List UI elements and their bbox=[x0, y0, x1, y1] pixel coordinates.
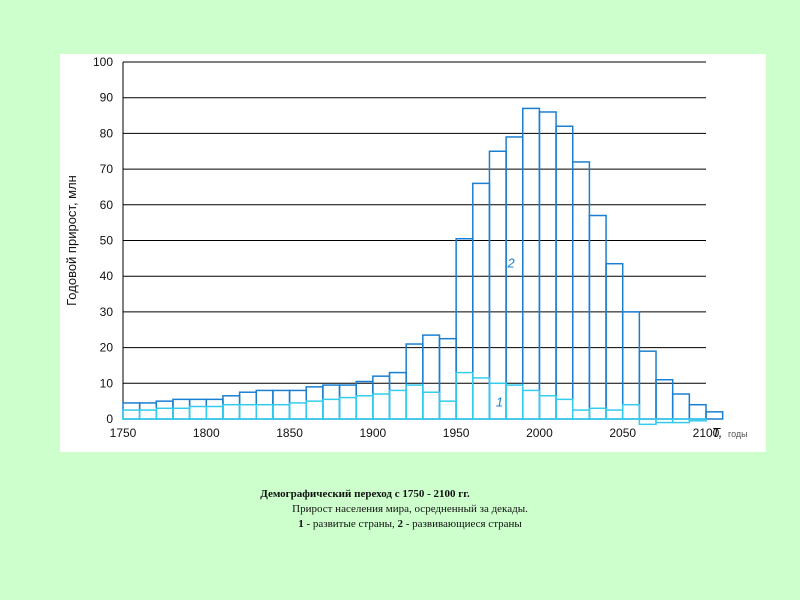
bar-series-1-1940 bbox=[438, 400, 457, 420]
bar-series-1-2070 bbox=[655, 418, 674, 424]
bar-series-2-2070 bbox=[655, 378, 674, 420]
chart-svg: 0 10 20 30 40 50 60 70 80 90 100 1750 1800 1850 1900 19… bbox=[64, 55, 748, 440]
bar-series-1-1890 bbox=[355, 395, 374, 420]
x-tick-label-1850: 1850 bbox=[276, 426, 303, 440]
bar-series-2-1790 bbox=[188, 398, 208, 420]
caption-label2-num: 2 bbox=[397, 518, 403, 530]
bar-series-1-1760 bbox=[138, 409, 158, 420]
bar-series-1-1750 bbox=[122, 409, 141, 420]
bar-series-2-2080 bbox=[671, 393, 691, 420]
bar-series-2-1900 bbox=[372, 375, 391, 420]
bar-series-1-1880 bbox=[338, 396, 357, 420]
bar-series-2-1980 bbox=[505, 136, 524, 420]
bar-series-1-2090 bbox=[688, 418, 707, 422]
x-tick-label-1800: 1800 bbox=[193, 426, 220, 440]
x-tick-label-2050: 2050 bbox=[609, 426, 636, 440]
caption-label1-text: - развитые страны, bbox=[303, 518, 398, 530]
y-tick-label-70: 70 bbox=[100, 162, 114, 176]
bar-series-2-1870 bbox=[322, 384, 341, 420]
x-axis-symbol: T, bbox=[712, 425, 722, 440]
bar-series-1-1840 bbox=[272, 403, 291, 420]
bar-series-1-1810 bbox=[222, 403, 241, 420]
y-tick-label-60: 60 bbox=[100, 198, 114, 212]
bar-series-2-1940 bbox=[438, 337, 457, 420]
x-tick-label-2000: 2000 bbox=[526, 426, 553, 440]
bar-series-2-1990 bbox=[522, 107, 541, 420]
caption-title: Демографический переход с 1750 - 2100 гг… bbox=[260, 488, 470, 500]
y-tick-label-90: 90 bbox=[100, 91, 114, 105]
bar-series-2-1880 bbox=[338, 384, 357, 420]
bar-series-1-2020 bbox=[571, 409, 591, 420]
bar-series-2-2100 bbox=[705, 411, 724, 420]
bar-series-2-1760 bbox=[138, 402, 158, 420]
bar-series-1-2030 bbox=[588, 407, 607, 420]
bar-series-2-2050 bbox=[621, 311, 641, 420]
bar-series-2-1780 bbox=[172, 398, 191, 420]
y-tick-label-80: 80 bbox=[100, 126, 114, 140]
y-tick-label-50: 50 bbox=[100, 234, 114, 248]
bar-series-2-2000 bbox=[538, 111, 557, 420]
bar-series-1-1780 bbox=[172, 407, 191, 420]
series-label-2: 2 bbox=[506, 255, 515, 270]
bar-series-1-1790 bbox=[188, 405, 208, 420]
bar-series-1-1860 bbox=[305, 400, 324, 420]
bar-series-2-2020 bbox=[571, 161, 591, 420]
bar-series-1-1960 bbox=[472, 377, 491, 420]
bar-series-2-1810 bbox=[222, 395, 241, 420]
y-tick-label-20: 20 bbox=[100, 341, 114, 355]
bar-series-1-1980 bbox=[505, 384, 524, 420]
series-label-1: 1 bbox=[496, 395, 503, 410]
bar-series-2-2030 bbox=[588, 214, 607, 420]
bar-series-2-2040 bbox=[605, 262, 624, 420]
chart-panel: 0 10 20 30 40 50 60 70 80 90 100 1750 1800 1850 1900 19… bbox=[60, 54, 766, 452]
bar-series-1-1900 bbox=[372, 393, 391, 420]
y-axis-label: Годовой прирост, млн bbox=[64, 175, 79, 306]
y-tick-label-40: 40 bbox=[100, 269, 114, 283]
y-tick-label-10: 10 bbox=[100, 376, 114, 390]
bar-series-1-1770 bbox=[155, 407, 174, 420]
bar-series-2-2090 bbox=[688, 403, 707, 420]
bar-series-2-1820 bbox=[238, 391, 258, 420]
bar-series-2-1950 bbox=[455, 237, 474, 420]
y-tick-label-30: 30 bbox=[100, 305, 114, 319]
caption-label2-text: - развивающиеся страны bbox=[402, 518, 522, 530]
bar-series-1-2010 bbox=[555, 398, 574, 420]
bar-series-1-1800 bbox=[205, 405, 224, 420]
bar-series-1-1850 bbox=[288, 402, 307, 420]
bar-series-2-2010 bbox=[555, 125, 574, 420]
bar-series-2-1970 bbox=[488, 150, 507, 420]
x-tick-label-1950: 1950 bbox=[443, 426, 470, 440]
chart-caption: Демографический переход с 1750 - 2100 гг… bbox=[200, 487, 620, 532]
bar-series-2-1910 bbox=[388, 371, 407, 420]
x-axis-unit: годы bbox=[728, 429, 748, 439]
y-tick-label-0: 0 bbox=[106, 412, 113, 426]
bar-series-2-1800 bbox=[205, 398, 224, 420]
bar-series-2-1850 bbox=[288, 389, 307, 420]
bar-series-2-1890 bbox=[355, 380, 374, 420]
x-tick-label-1750: 1750 bbox=[110, 426, 137, 440]
x-tick-label-1900: 1900 bbox=[360, 426, 387, 440]
bar-series-1-2050 bbox=[621, 403, 641, 420]
bar-series-1-2040 bbox=[605, 409, 624, 420]
y-tick-label-100: 100 bbox=[93, 55, 113, 69]
x-tick-label-2100: 2100 bbox=[693, 426, 720, 440]
bar-series-1-2080 bbox=[671, 418, 691, 424]
bar-series-2-1750 bbox=[122, 402, 141, 420]
bar-series-2-2060 bbox=[638, 350, 657, 420]
bar-series-2-1860 bbox=[305, 386, 324, 420]
bar-series-1-1830 bbox=[255, 403, 274, 420]
bar-series-1-1990 bbox=[522, 389, 541, 420]
bar-series-2-1920 bbox=[405, 343, 424, 420]
bar-series-1-1870 bbox=[322, 398, 341, 420]
caption-line2: Прирост населения мира, осредненный за д… bbox=[292, 503, 528, 515]
bar-series-1-1820 bbox=[238, 403, 258, 420]
caption-label1-num: 1 bbox=[298, 518, 304, 530]
bar-series-1-2000 bbox=[538, 395, 557, 420]
bar-series-1-2060 bbox=[638, 418, 657, 426]
bar-series-1-1920 bbox=[405, 384, 424, 420]
bar-series-1-1950 bbox=[455, 371, 474, 420]
bar-series-1-1910 bbox=[388, 389, 407, 420]
bar-series-2-1770 bbox=[155, 400, 174, 420]
bar-series-1-1930 bbox=[422, 391, 441, 420]
